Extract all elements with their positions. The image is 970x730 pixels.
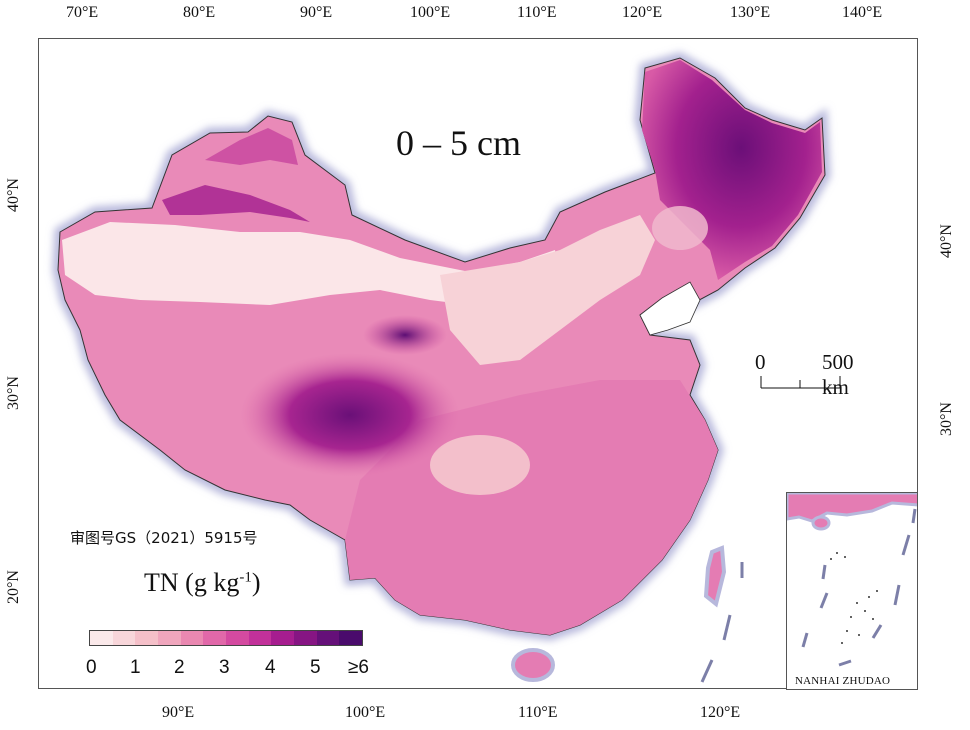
depth-title: 0 – 5 cm xyxy=(396,123,521,163)
legend-color-swatch xyxy=(112,631,136,645)
tibet-dark xyxy=(240,353,460,477)
legend-color-swatch xyxy=(90,631,113,645)
approval-number: 审图号GS（2021）5915号 xyxy=(70,529,258,547)
south-china-sea-inset: NANHAI ZHUDAO xyxy=(786,492,918,690)
ne-light-patch xyxy=(652,206,708,250)
legend-color-swatch xyxy=(248,631,272,645)
bohai-sea xyxy=(639,281,701,336)
tianshan-dark xyxy=(162,185,310,222)
scale-label-start: 0 xyxy=(755,350,766,374)
top-lon-tick: 100°E xyxy=(410,4,451,21)
legend-color-swatch xyxy=(203,631,227,645)
scale-bar-line xyxy=(760,376,841,389)
sichuan-basin xyxy=(430,435,530,495)
legend-unit-text: (g kg xyxy=(185,568,240,597)
scale-bar: 0 500 km xyxy=(752,350,862,399)
scale-label-end: 500 km xyxy=(822,350,854,399)
legend-tick: 4 xyxy=(265,657,276,678)
top-lon-tick: 120°E xyxy=(622,4,663,21)
legend-unit-close: ) xyxy=(251,568,261,597)
legend-tick: 3 xyxy=(219,657,230,678)
legend-color-swatch xyxy=(135,631,159,645)
legend-tick: 2 xyxy=(174,657,185,678)
legend-color-swatch xyxy=(294,631,317,645)
taiwan-island xyxy=(703,545,727,608)
top-lon-tick: 90°E xyxy=(300,4,333,21)
legend-color-swatch xyxy=(226,631,249,645)
inset-label: NANHAI ZHUDAO xyxy=(795,675,891,687)
hainan-island xyxy=(511,648,555,682)
legend-color-swatch xyxy=(180,631,204,645)
map-frame xyxy=(38,38,918,689)
legend-color-swatch xyxy=(339,631,363,645)
legend-tick: 5 xyxy=(310,657,321,678)
legend-title-var: TN xyxy=(144,568,179,597)
legend-title: TN (g kg-1) xyxy=(144,568,261,598)
legend-unit-sup: -1 xyxy=(239,569,252,586)
north-china-light xyxy=(440,215,655,365)
legend-tick: 1 xyxy=(130,657,141,678)
legend-color-swatch xyxy=(158,631,181,645)
legend-colorbar xyxy=(89,630,363,646)
top-lon-tick: 140°E xyxy=(842,4,883,21)
top-lon-tick: 110°E xyxy=(517,4,557,21)
legend-color-swatch xyxy=(271,631,295,645)
top-lon-tick: 70°E xyxy=(66,4,99,21)
bottom-lon-tick: 90°E xyxy=(162,704,195,721)
inset-map xyxy=(787,493,917,667)
bottom-lon-tick: 100°E xyxy=(345,704,386,721)
altai-dark xyxy=(205,128,298,165)
bottom-lon-tick: 120°E xyxy=(700,704,741,721)
nine-dash-line xyxy=(700,562,744,683)
legend-tick: ≥6 xyxy=(348,657,369,678)
bottom-lon-tick: 110°E xyxy=(518,704,558,721)
legend-color-swatch xyxy=(316,631,340,645)
qilian-dark xyxy=(363,315,447,355)
top-lon-tick: 130°E xyxy=(730,4,771,21)
tarim-basin-zone xyxy=(62,222,560,305)
legend-tick: 0 xyxy=(86,657,97,678)
top-lon-tick: 80°E xyxy=(183,4,216,21)
